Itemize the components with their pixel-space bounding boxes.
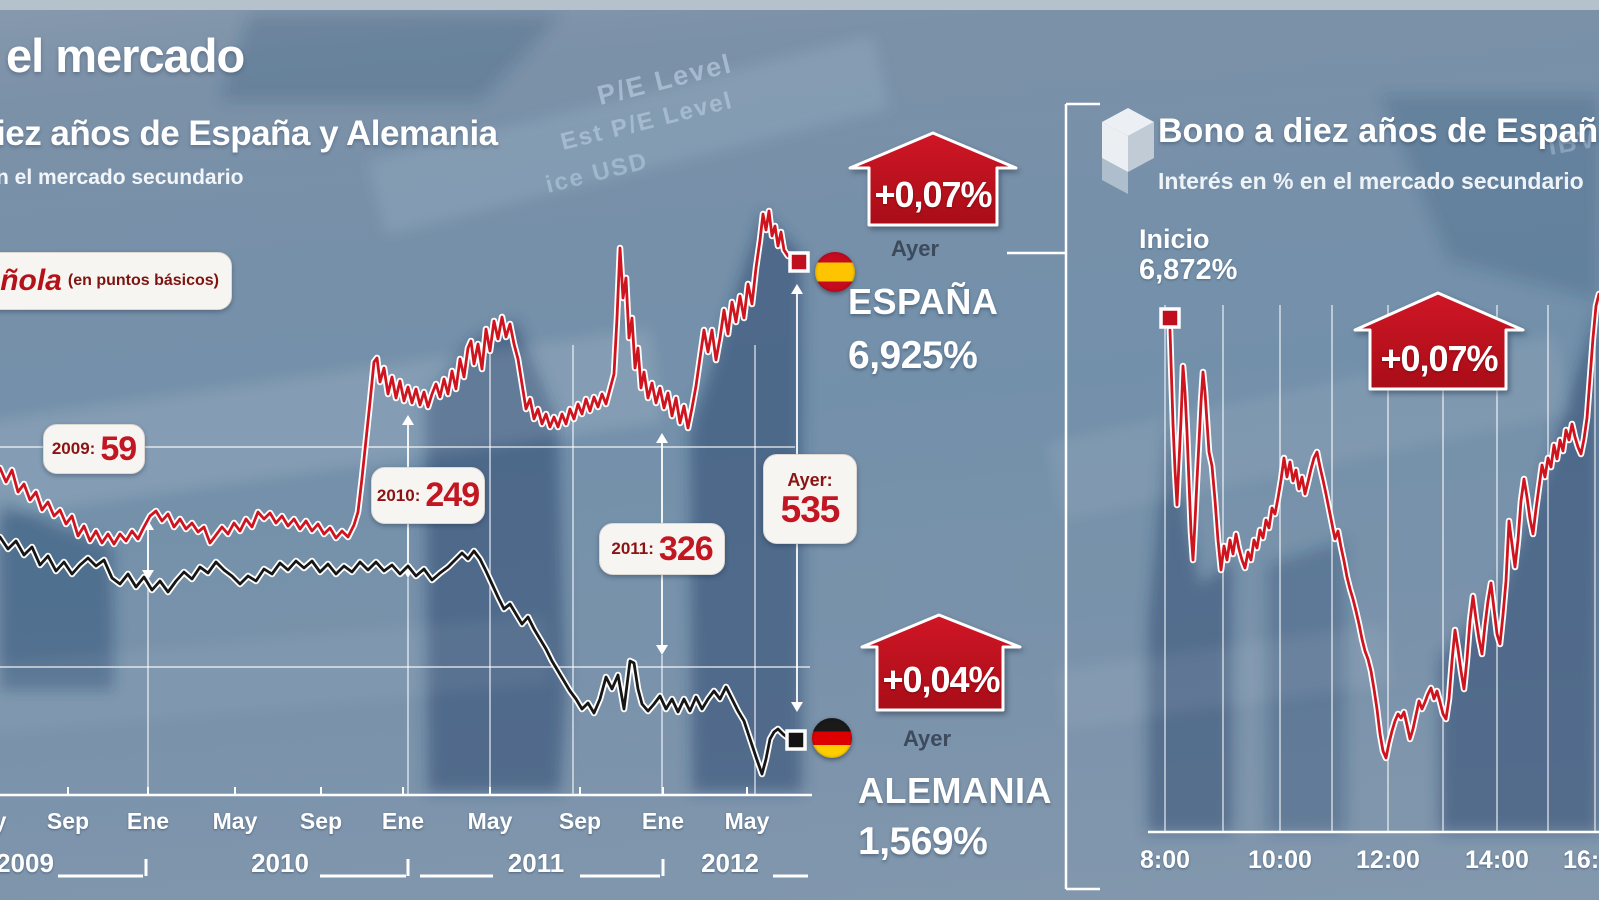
annotation-value: 249 [425, 476, 480, 514]
spain-ayer-label: Ayer [890, 236, 940, 261]
annotation-year: 2009: [51, 439, 96, 458]
x-tick-label: 12:00 [1356, 846, 1420, 874]
spain-change-value: +0,07% [874, 174, 992, 215]
inicio-label: Inicio [1139, 224, 1210, 254]
annotation-value: 535 [780, 489, 841, 530]
x-tick-label: 8:00 [1139, 846, 1191, 874]
annotation-year: 2011: [611, 539, 654, 558]
x-tick-label: Sep [299, 808, 343, 834]
x-tick-label: May [724, 808, 770, 834]
cube-icon [1102, 108, 1154, 194]
annotation-2011: 2011: 326 [599, 523, 725, 575]
annotation-ayer: Ayer: 535 [763, 454, 857, 544]
axes [0, 787, 1599, 878]
x-tick-label: Sep [46, 808, 90, 834]
x-tick-label: Ene [126, 808, 170, 834]
top-strip [0, 0, 1599, 10]
germany-name: ALEMANIA [858, 770, 1052, 811]
data-series [0, 207, 1599, 778]
x-tick-label: May [467, 808, 513, 834]
x-tick-label: May [0, 808, 6, 835]
germany-yield-value: 1,569% [858, 820, 988, 863]
right-chart-title: Bono a diez años de España [1158, 112, 1599, 150]
spain-yield-value: 6,925% [848, 334, 978, 377]
spain-change-badge: +0,07% [848, 128, 1018, 228]
x-tick-label: Ene [641, 808, 685, 834]
annotation-value: 59 [100, 429, 137, 468]
x-tick-label: 16:00 [1563, 846, 1599, 874]
germany-flag-icon [812, 718, 852, 758]
x-tick-label: May [212, 808, 258, 834]
spain-flag-icon [815, 252, 855, 292]
up-house-arrow-icon [1353, 291, 1525, 391]
x-tick-label: 2009 [0, 848, 54, 878]
annotation-2009: 2009: 59 [43, 424, 145, 474]
x-tick-label: Ene [381, 808, 425, 834]
x-tick-label: 2011 [507, 848, 565, 878]
risk-premium-legend-pill: añola (en puntos básicos) [0, 252, 232, 310]
germany-change-value: +0,04% [882, 659, 1000, 700]
risk-premium-label: añola [0, 264, 62, 297]
right-chart-subtitle: Interés en % en el mercado secundario [1158, 168, 1584, 194]
inicio-value: 6,872% [1139, 254, 1238, 286]
risk-premium-units: (en puntos básicos) [67, 272, 219, 289]
left-chart-title: iez años de España y Alemania [0, 114, 498, 153]
series-endpoints [785, 251, 1181, 751]
annotation-value: 326 [658, 529, 714, 568]
annotation-2010: 2010: 249 [371, 467, 485, 524]
x-tick-label: Sep [558, 808, 602, 834]
x-tick-label: 14:00 [1465, 846, 1529, 874]
up-house-arrow-icon [860, 613, 1022, 712]
x-tick-label: 2010 [251, 848, 309, 878]
up-house-arrow-icon [848, 131, 1018, 227]
right-change-badge: +0,07% [1353, 288, 1525, 392]
spain-name: ESPAÑA [848, 281, 999, 322]
right-change-value: +0,07% [1380, 338, 1498, 379]
x-tick-label: 10:00 [1248, 846, 1312, 874]
annotation-year: 2010: [376, 485, 421, 505]
left-chart-subtitle: n el mercado secundario [0, 166, 244, 189]
page-title: el mercado [6, 29, 245, 82]
annotation-year: Ayer: [787, 470, 833, 490]
germany-ayer-label: Ayer [902, 726, 952, 751]
panel-divider [1064, 102, 1100, 891]
germany-change-badge: +0,04% [860, 611, 1022, 713]
x-tick-label: 2012 [701, 848, 759, 878]
